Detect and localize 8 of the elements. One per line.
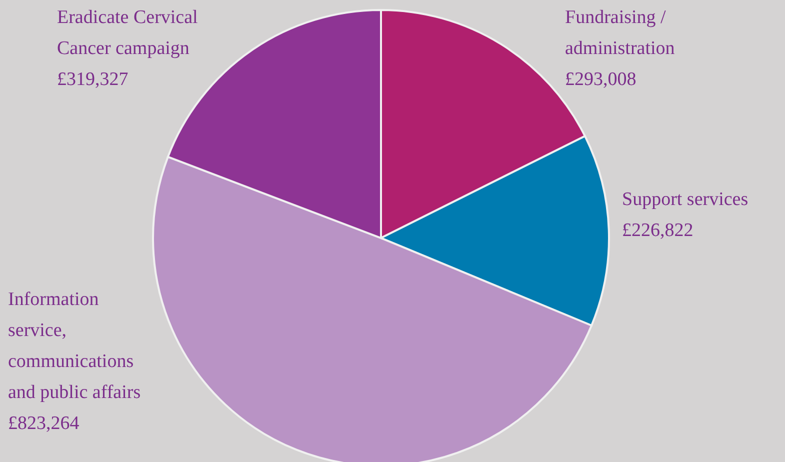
data-label: £823,264 (8, 413, 80, 434)
slice-label: Information service, communications and public affairs (8, 289, 141, 403)
data-label: £226,822 (622, 220, 694, 241)
slice-label: Eradicate Cervical Cancer campaign (57, 7, 198, 59)
data-label: £293,008 (565, 69, 636, 90)
slice-label: Support services (622, 189, 748, 210)
slice-label: Fundraising / administration (565, 7, 676, 59)
data-label: £319,327 (57, 69, 128, 90)
